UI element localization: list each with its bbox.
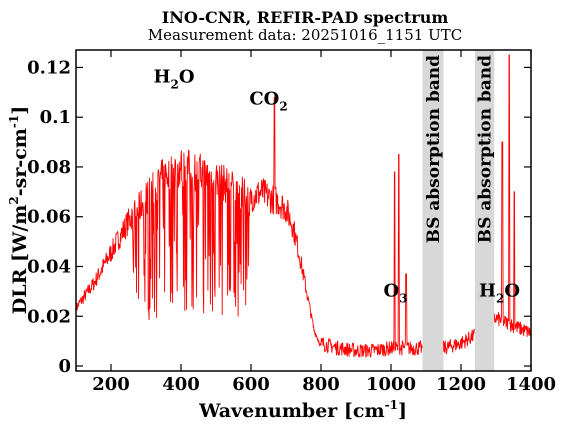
y-tick-label-3: 0.06 (27, 207, 71, 228)
chart-title: INO-CNR, REFIR-PAD spectrum (162, 8, 449, 27)
plot-frame (75, 49, 532, 372)
x-tick-label-2: 600 (232, 374, 270, 395)
band-label-1: BS absorption band (424, 55, 444, 243)
species-label-3: O3 (384, 280, 408, 305)
x-tick-label-3: 800 (302, 374, 340, 395)
absorption-band-1 (422, 50, 444, 371)
x-tick-label-5: 1200 (436, 374, 486, 395)
axis-ticks: 200 400 600 800 1000 1200 1400 0 0.02 0.04 0.06 0.0… (27, 50, 556, 395)
y-axis-label: DLR [W/m2-sr-cm-1] (7, 106, 31, 314)
species-label-4: H2O (479, 280, 520, 305)
y-tick-label-6: 0.12 (27, 57, 71, 78)
x-tick-label-0: 200 (92, 374, 130, 395)
species-annotations: H2O CO2 O3 H2O (153, 66, 520, 305)
y-tick-label-0: 0 (58, 356, 71, 377)
spectrum-line (75, 54, 532, 359)
y-tick-label-5: 0.1 (40, 107, 71, 128)
species-label-2: CO2 (249, 89, 287, 114)
species-label-1: H2O (153, 66, 194, 91)
absorption-band-2 (475, 50, 495, 371)
y-tick-label-4: 0.08 (27, 157, 71, 178)
x-tick-label-4: 1000 (366, 374, 416, 395)
band-label-2: BS absorption band (476, 55, 496, 243)
spectrum-series (75, 54, 532, 359)
x-tick-label-6: 1400 (506, 374, 556, 395)
y-tick-label-1: 0.02 (27, 306, 71, 327)
y-tick-label-2: 0.04 (27, 256, 71, 277)
chart-subtitle: Measurement data: 20251016_1151 UTC (148, 26, 462, 44)
x-tick-label-1: 400 (162, 374, 200, 395)
absorption-bands: BS absorption band BS absorption band (422, 50, 496, 371)
x-axis-label: Wavenumber [cm-1] (198, 398, 407, 422)
